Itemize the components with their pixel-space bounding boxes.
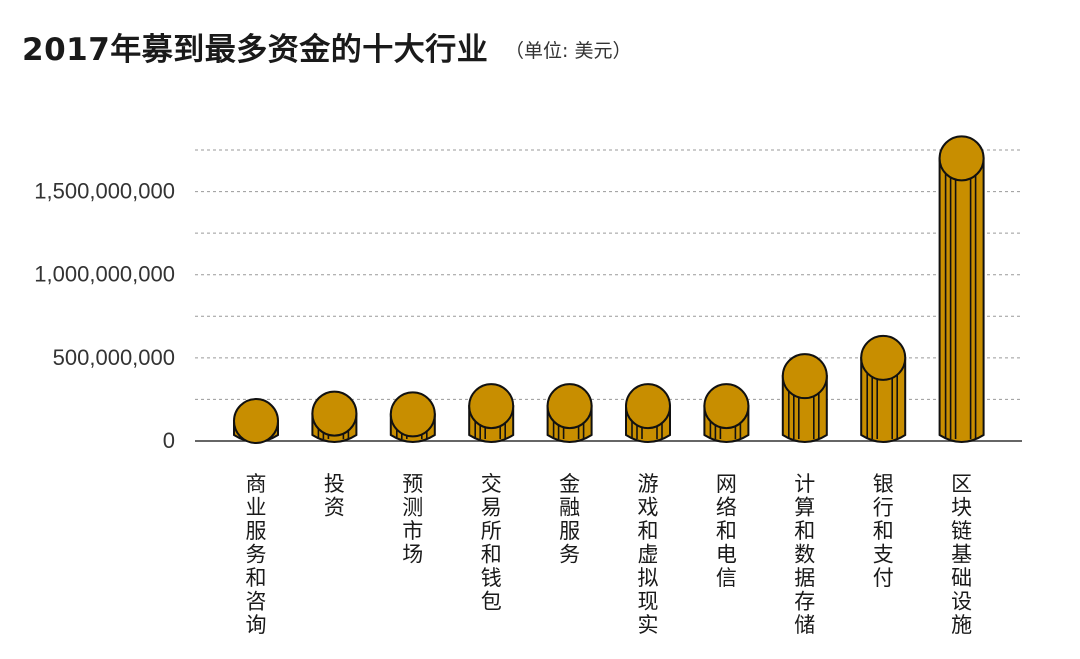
x-tick-char: 实 — [638, 613, 659, 637]
bar-top — [938, 135, 985, 182]
x-tick-char: 预 — [402, 472, 423, 496]
x-tick-char: 信 — [716, 566, 737, 590]
x-tick-char: 行 — [873, 496, 894, 520]
x-tick-char: 金 — [559, 472, 580, 496]
unit-label: （单位: 美元） — [505, 40, 632, 62]
x-tick-char: 所 — [481, 519, 502, 543]
x-tick-char: 拟 — [638, 566, 659, 590]
x-tick-char: 测 — [402, 496, 423, 520]
x-tick-char: 业 — [246, 496, 267, 520]
bar-top — [781, 353, 828, 400]
x-tick-char: 块 — [951, 496, 972, 520]
x-tick-char: 和 — [246, 566, 267, 590]
x-tick-char: 包 — [481, 590, 502, 614]
x-tick-char: 询 — [246, 613, 267, 637]
x-tick-char: 务 — [246, 543, 267, 567]
x-tick-char: 据 — [794, 566, 815, 590]
x-tick-char: 戏 — [638, 496, 659, 520]
x-tick-char: 链 — [951, 519, 972, 543]
chart-title: 2017年募到最多资金的十大行业 — [22, 32, 489, 68]
x-tick-char: 现 — [638, 590, 659, 614]
x-tick-char: 场 — [402, 543, 423, 567]
bar-top — [546, 383, 593, 430]
x-tick-char: 础 — [951, 566, 972, 590]
bar — [625, 383, 671, 443]
x-tick-label: 投资 — [324, 472, 345, 520]
x-tick-char: 和 — [716, 519, 737, 543]
y-tick-label: 1,500,000,000 — [34, 179, 175, 204]
bar — [703, 383, 750, 443]
x-tick-char: 网 — [716, 472, 737, 496]
bar-top — [625, 383, 671, 430]
y-tick-label: 0 — [163, 428, 175, 453]
x-tick-char: 务 — [559, 543, 580, 567]
x-tick-char: 资 — [324, 496, 345, 520]
x-tick-char: 电 — [716, 543, 737, 567]
y-tick-label: 1,000,000,000 — [34, 262, 175, 287]
x-tick-char: 和 — [873, 519, 894, 543]
x-tick-char: 支 — [873, 543, 894, 567]
x-tick-char: 银 — [873, 472, 894, 496]
x-tick-char: 钱 — [481, 566, 502, 590]
bar-top — [468, 383, 515, 430]
x-tick-char: 区 — [951, 472, 972, 496]
x-tick-char: 和 — [481, 543, 502, 567]
x-tick-char: 基 — [951, 543, 972, 567]
x-tick-char: 商 — [246, 472, 267, 496]
x-tick-char: 数 — [794, 543, 815, 567]
bar — [233, 398, 279, 445]
bar — [389, 391, 436, 443]
bar — [860, 334, 907, 443]
x-tick-char: 和 — [794, 519, 815, 543]
x-tick-char: 交 — [481, 472, 502, 496]
bar — [781, 353, 828, 443]
x-tick-char: 咨 — [246, 590, 267, 614]
x-tick-char: 付 — [873, 566, 894, 590]
x-tick-char: 设 — [951, 590, 972, 614]
x-tick-char: 融 — [559, 496, 580, 520]
x-tick-char: 络 — [716, 496, 737, 520]
bar — [546, 383, 593, 443]
bars — [233, 135, 985, 445]
x-tick-char: 服 — [246, 519, 267, 543]
bar — [938, 135, 985, 443]
x-tick-char: 计 — [794, 472, 815, 496]
bar-top — [233, 398, 279, 445]
bar-top — [389, 391, 436, 438]
x-tick-char: 易 — [481, 496, 502, 520]
x-tick-char: 算 — [794, 496, 815, 520]
y-tick-label: 500,000,000 — [53, 345, 175, 370]
x-tick-char: 投 — [324, 472, 345, 496]
x-tick-char: 市 — [402, 519, 423, 543]
category-labels: 商业服务和咨询投资预测市场交易所和钱包金融服务游戏和虚拟现实网络和电信计算和数据… — [246, 472, 973, 637]
x-tick-char: 和 — [638, 519, 659, 543]
bar-top — [860, 334, 907, 381]
x-tick-char: 游 — [638, 472, 659, 496]
bar — [468, 383, 515, 443]
x-tick-char: 施 — [951, 613, 972, 637]
bar-top — [703, 383, 750, 430]
bar-top — [311, 390, 358, 437]
x-tick-char: 存 — [794, 590, 815, 614]
x-tick-char: 服 — [559, 519, 580, 543]
bar — [311, 390, 358, 443]
y-axis-ticks: 0 500,000,000 1,000,000,000 1,500,000,000 — [34, 179, 175, 453]
x-tick-char: 储 — [794, 613, 815, 637]
x-tick-char: 虚 — [638, 543, 659, 567]
